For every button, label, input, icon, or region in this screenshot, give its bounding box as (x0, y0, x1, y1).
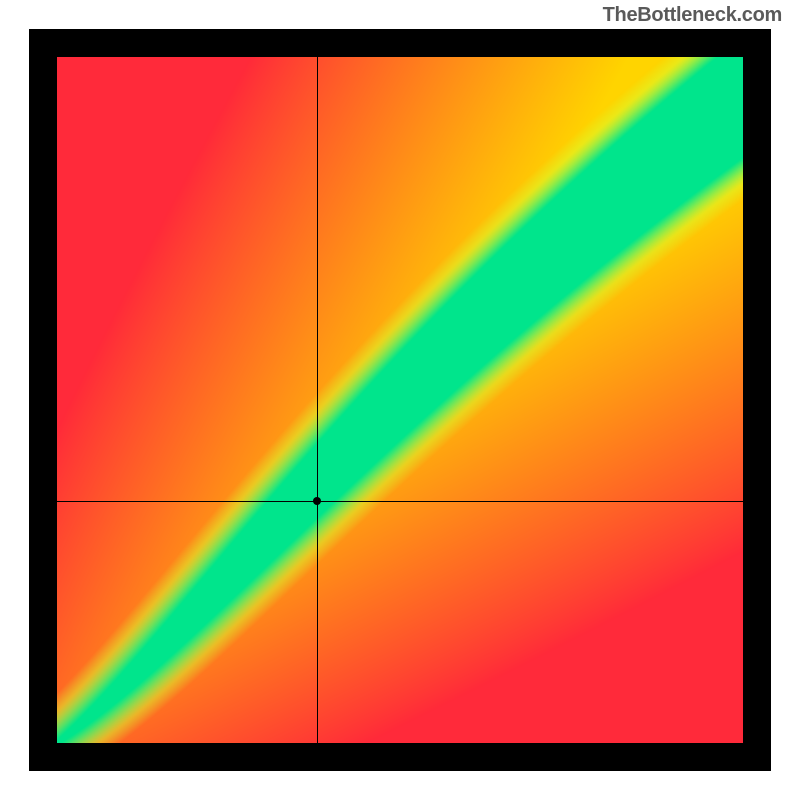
root: TheBottleneck.com (0, 0, 800, 800)
heatmap-canvas (57, 57, 743, 743)
crosshair-vertical (317, 57, 318, 743)
crosshair-dot (313, 497, 321, 505)
crosshair-horizontal (57, 501, 743, 502)
attribution-text: TheBottleneck.com (603, 4, 782, 27)
heatmap-plot (29, 29, 771, 771)
